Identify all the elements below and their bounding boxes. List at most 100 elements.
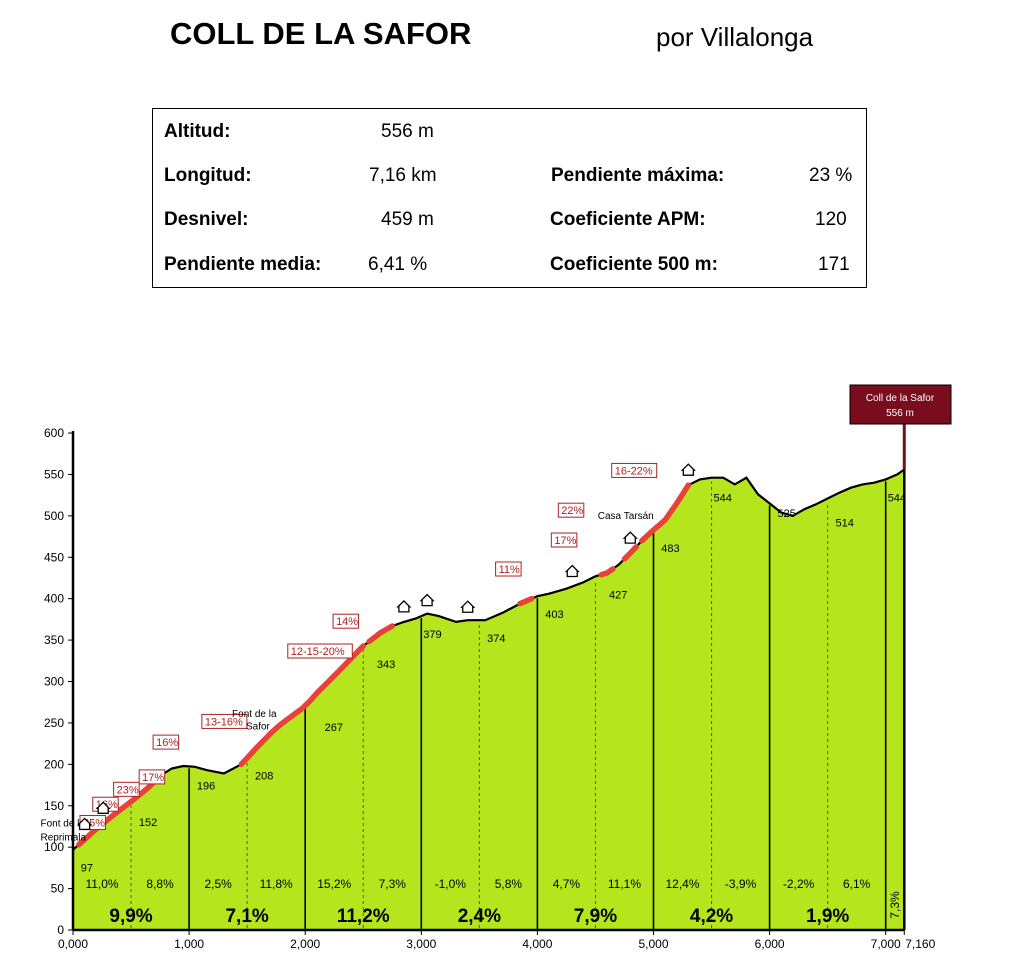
altitude-label: 152 xyxy=(139,817,157,829)
x-tick-label: 7,160 xyxy=(905,937,935,951)
segment-gradient: 5,8% xyxy=(495,877,523,891)
house-icon xyxy=(564,564,580,578)
stat-label-desnivel: Desnivel: xyxy=(164,209,249,230)
ramp-label-box xyxy=(611,462,658,478)
stat-value-desnivel: 459 m xyxy=(381,209,434,230)
y-tick-label: 350 xyxy=(44,633,64,647)
altitude-label: 379 xyxy=(423,629,441,641)
y-tick-label: 400 xyxy=(44,592,64,606)
ramp-label-box xyxy=(550,532,578,548)
altitude-label: 403 xyxy=(545,609,563,621)
segment-gradient: 6,1% xyxy=(843,877,871,891)
page-subtitle: por Villalonga xyxy=(656,22,814,52)
altitude-label: 544 xyxy=(714,492,732,504)
altitude-label: 196 xyxy=(197,781,215,793)
ramp-label-box xyxy=(201,713,248,729)
summit-box xyxy=(849,384,952,425)
y-tick-label: 0 xyxy=(57,923,64,937)
profile-line xyxy=(72,468,905,851)
steep-section xyxy=(366,623,396,645)
profile-area xyxy=(73,469,905,930)
segment-gradient: -2,2% xyxy=(783,877,815,891)
page-title: COLL DE LA SAFOR xyxy=(170,16,472,51)
y-tick-label: 200 xyxy=(44,757,64,771)
steep-section xyxy=(76,773,163,848)
segment-gradient: 4,7% xyxy=(553,877,581,891)
place-label: Font de la xyxy=(232,709,277,720)
altitude-label: 374 xyxy=(487,633,505,645)
segment-gradient: -1,0% xyxy=(435,877,467,891)
stat-label-coef-500: Coeficiente 500 m: xyxy=(550,254,718,275)
ramp-label-box xyxy=(287,643,353,659)
y-tick-label: 50 xyxy=(51,882,65,896)
x-tick-label: 5,000 xyxy=(638,937,668,951)
stat-label-pendiente-media: Pendiente media: xyxy=(164,254,322,275)
y-tick-label: 100 xyxy=(44,840,64,854)
y-tick-label: 250 xyxy=(44,716,64,730)
house-icon xyxy=(460,600,476,613)
x-tick-label: 4,000 xyxy=(522,937,552,951)
ramp-label: 16% xyxy=(156,737,178,749)
altitude-label: 525 xyxy=(777,508,795,520)
house-icon xyxy=(622,531,638,544)
steep-section xyxy=(238,643,367,768)
altitude-label: 343 xyxy=(377,659,395,671)
segment-gradient: 15,2% xyxy=(317,877,351,891)
x-tick-label: 0,000 xyxy=(58,937,88,951)
last-gradient: 7,3% xyxy=(888,891,902,919)
segment-gradient: 11,8% xyxy=(260,877,293,891)
ramp-label: 13-16% xyxy=(205,716,243,728)
y-tick-label: 450 xyxy=(44,550,64,564)
km-gradient: 7,1% xyxy=(225,906,268,927)
place-label: Casa Tarsán xyxy=(598,511,654,522)
steep-section xyxy=(598,566,616,578)
house-icon xyxy=(396,599,412,613)
km-gradient: 1,9% xyxy=(806,906,849,927)
house-icon xyxy=(680,463,696,476)
house-icon xyxy=(77,817,93,831)
y-tick-label: 600 xyxy=(44,426,64,440)
km-gradient: 7,9% xyxy=(574,906,617,927)
stat-value-coef-500: 171 xyxy=(818,254,850,275)
ramp-label-box xyxy=(138,769,166,785)
place-label: Font de la xyxy=(40,818,85,829)
ramp-label: 23% xyxy=(117,784,139,796)
km-gradient: 9,9% xyxy=(109,906,152,927)
altitude-label: 208 xyxy=(255,771,273,783)
altitude-label: 97 xyxy=(81,863,93,875)
steep-section xyxy=(621,544,639,562)
stat-value-pendiente-maxima: 23 % xyxy=(809,165,853,186)
stat-value-longitud: 7,16 km xyxy=(369,165,437,186)
y-tick-label: 550 xyxy=(44,467,64,481)
x-tick-label: 6,000 xyxy=(755,937,785,951)
km-gradient: 4,2% xyxy=(690,906,733,927)
x-tick-label: 3,000 xyxy=(406,937,436,951)
ramp-label: 17% xyxy=(554,535,576,547)
ramp-label-box xyxy=(152,734,180,750)
ramp-label: 14% xyxy=(336,616,358,628)
steep-section xyxy=(639,482,692,544)
place-label: Reprimala xyxy=(40,833,86,844)
stat-label-altitud: Altitud: xyxy=(164,121,231,142)
steep-section xyxy=(517,595,535,607)
ramp-label: 12-15-20% xyxy=(291,646,345,658)
stat-label-coef-apm: Coeficiente APM: xyxy=(550,209,706,230)
segment-gradient: 7,3% xyxy=(379,877,407,891)
altitude-label: 267 xyxy=(325,722,343,734)
km-gradient: 2,4% xyxy=(458,906,501,927)
segment-gradient: 12,4% xyxy=(666,877,700,891)
km-gradient: 11,2% xyxy=(337,906,390,927)
stat-label-longitud: Longitud: xyxy=(164,165,252,186)
ramp-label-box xyxy=(557,502,585,518)
altitude-label: 483 xyxy=(661,543,679,555)
house-icon xyxy=(95,801,111,814)
summit-name: Coll de la Safor xyxy=(866,393,935,404)
stats-box: Altitud: 556 m Longitud: 7,16 km Desnive… xyxy=(152,108,867,288)
ramp-label: 22% xyxy=(561,505,583,517)
y-tick-label: 300 xyxy=(44,675,64,689)
altitude-label: 544 xyxy=(888,492,906,504)
segment-gradient: 11,1% xyxy=(608,877,641,891)
y-tick-label: 500 xyxy=(44,509,64,523)
ramp-label-box xyxy=(495,561,522,577)
